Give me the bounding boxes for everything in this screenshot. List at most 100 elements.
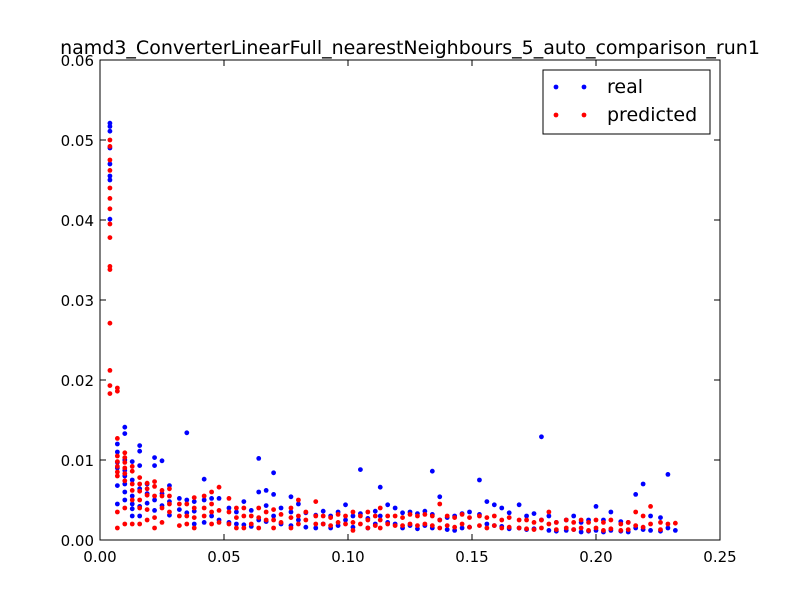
- point-predicted-148: [429, 513, 435, 519]
- point-predicted-160: [467, 524, 472, 530]
- point-predicted-106: [288, 525, 294, 531]
- point-predicted-42: [137, 497, 143, 503]
- point-predicted-98: [263, 517, 269, 523]
- point-predicted-124: [350, 520, 356, 525]
- point-predicted-36: [129, 488, 135, 493]
- point-predicted-199: [625, 520, 631, 525]
- point-real-13: [114, 501, 120, 507]
- point-predicted-135: [377, 525, 383, 531]
- point-real-139: [499, 505, 505, 511]
- point-real-152: [546, 528, 552, 533]
- point-real-147: [531, 511, 537, 516]
- point-predicted-4: [107, 185, 113, 191]
- point-real-70: [256, 456, 262, 461]
- legend-label-real: real: [607, 76, 643, 98]
- point-predicted-92: [248, 513, 254, 519]
- point-predicted-99: [271, 507, 276, 512]
- point-predicted-87: [234, 515, 239, 520]
- point-predicted-37: [129, 497, 135, 503]
- point-predicted-157: [459, 512, 465, 517]
- point-real-81: [288, 494, 294, 500]
- point-predicted-137: [385, 521, 391, 527]
- point-predicted-102: [278, 512, 284, 517]
- point-predicted-127: [358, 521, 363, 527]
- point-predicted-22: [114, 473, 120, 479]
- point-predicted-195: [608, 517, 614, 523]
- point-predicted-136: [385, 513, 391, 519]
- x-tick-label-3: 0.15: [455, 548, 488, 566]
- point-real-143: [516, 502, 522, 508]
- point-predicted-138: [392, 513, 398, 519]
- point-real-131: [467, 509, 472, 515]
- x-tick-label-0: 0.00: [83, 548, 116, 566]
- point-predicted-182: [553, 527, 559, 532]
- point-predicted-86: [234, 505, 239, 511]
- point-predicted-46: [144, 486, 150, 492]
- point-predicted-101: [271, 525, 276, 531]
- point-real-57: [201, 520, 207, 525]
- point-real-104: [372, 508, 378, 514]
- point-real-2: [107, 128, 113, 134]
- point-predicted-31: [122, 505, 128, 511]
- point-predicted-27: [122, 460, 128, 465]
- point-real-84: [296, 501, 301, 507]
- point-predicted-208: [658, 527, 663, 532]
- point-real-28: [137, 443, 143, 448]
- point-real-26: [129, 506, 135, 512]
- point-real-141: [506, 510, 512, 516]
- chart-title: namd3_ConverterLinearFull_nearestNeighbo…: [60, 37, 760, 59]
- point-predicted-193: [601, 520, 606, 525]
- point-predicted-61: [167, 501, 172, 507]
- point-real-21: [122, 497, 128, 503]
- point-predicted-181: [553, 520, 559, 525]
- point-predicted-185: [571, 520, 577, 525]
- point-predicted-53: [152, 515, 157, 520]
- point-real-58: [209, 496, 215, 501]
- point-real-33: [137, 513, 143, 519]
- point-predicted-35: [129, 481, 135, 487]
- point-predicted-59: [167, 486, 172, 492]
- point-predicted-3: [107, 168, 113, 173]
- point-real-79: [278, 505, 284, 511]
- point-predicted-104: [288, 505, 294, 511]
- point-predicted-80: [216, 484, 222, 490]
- point-predicted-73: [201, 493, 207, 499]
- point-predicted-78: [209, 509, 215, 515]
- point-predicted-129: [365, 517, 371, 523]
- point-predicted-175: [531, 520, 537, 525]
- y-tick-label-5: 0.05: [61, 132, 94, 150]
- point-real-59: [209, 513, 215, 519]
- point-predicted-203: [640, 513, 646, 519]
- point-real-40: [152, 508, 157, 513]
- point-real-5: [107, 173, 113, 179]
- x-tick-label-4: 0.20: [579, 548, 612, 566]
- point-real-74: [263, 503, 269, 508]
- point-predicted-150: [437, 501, 443, 507]
- point-predicted-81: [216, 508, 222, 513]
- point-predicted-186: [571, 527, 577, 532]
- point-predicted-47: [144, 492, 150, 498]
- point-predicted-197: [618, 521, 624, 527]
- point-predicted-74: [201, 505, 207, 511]
- point-predicted-67: [184, 513, 190, 519]
- point-predicted-166: [491, 523, 497, 528]
- point-predicted-131: [372, 513, 378, 519]
- point-real-120: [429, 468, 435, 474]
- point-predicted-165: [491, 513, 497, 519]
- point-real-77: [271, 492, 276, 497]
- point-predicted-120: [335, 520, 341, 525]
- legend-marker-predicted-2: [581, 112, 587, 118]
- point-predicted-32: [122, 521, 128, 527]
- point-predicted-2: [107, 157, 113, 163]
- point-real-130: [459, 525, 465, 531]
- point-real-65: [234, 521, 239, 527]
- point-real-22: [129, 459, 135, 464]
- point-predicted-114: [313, 521, 319, 527]
- point-predicted-43: [137, 505, 143, 511]
- point-real-78: [271, 513, 276, 519]
- point-real-9: [114, 449, 120, 455]
- point-predicted-169: [506, 515, 512, 520]
- point-real-60: [216, 496, 222, 501]
- point-predicted-51: [152, 484, 157, 489]
